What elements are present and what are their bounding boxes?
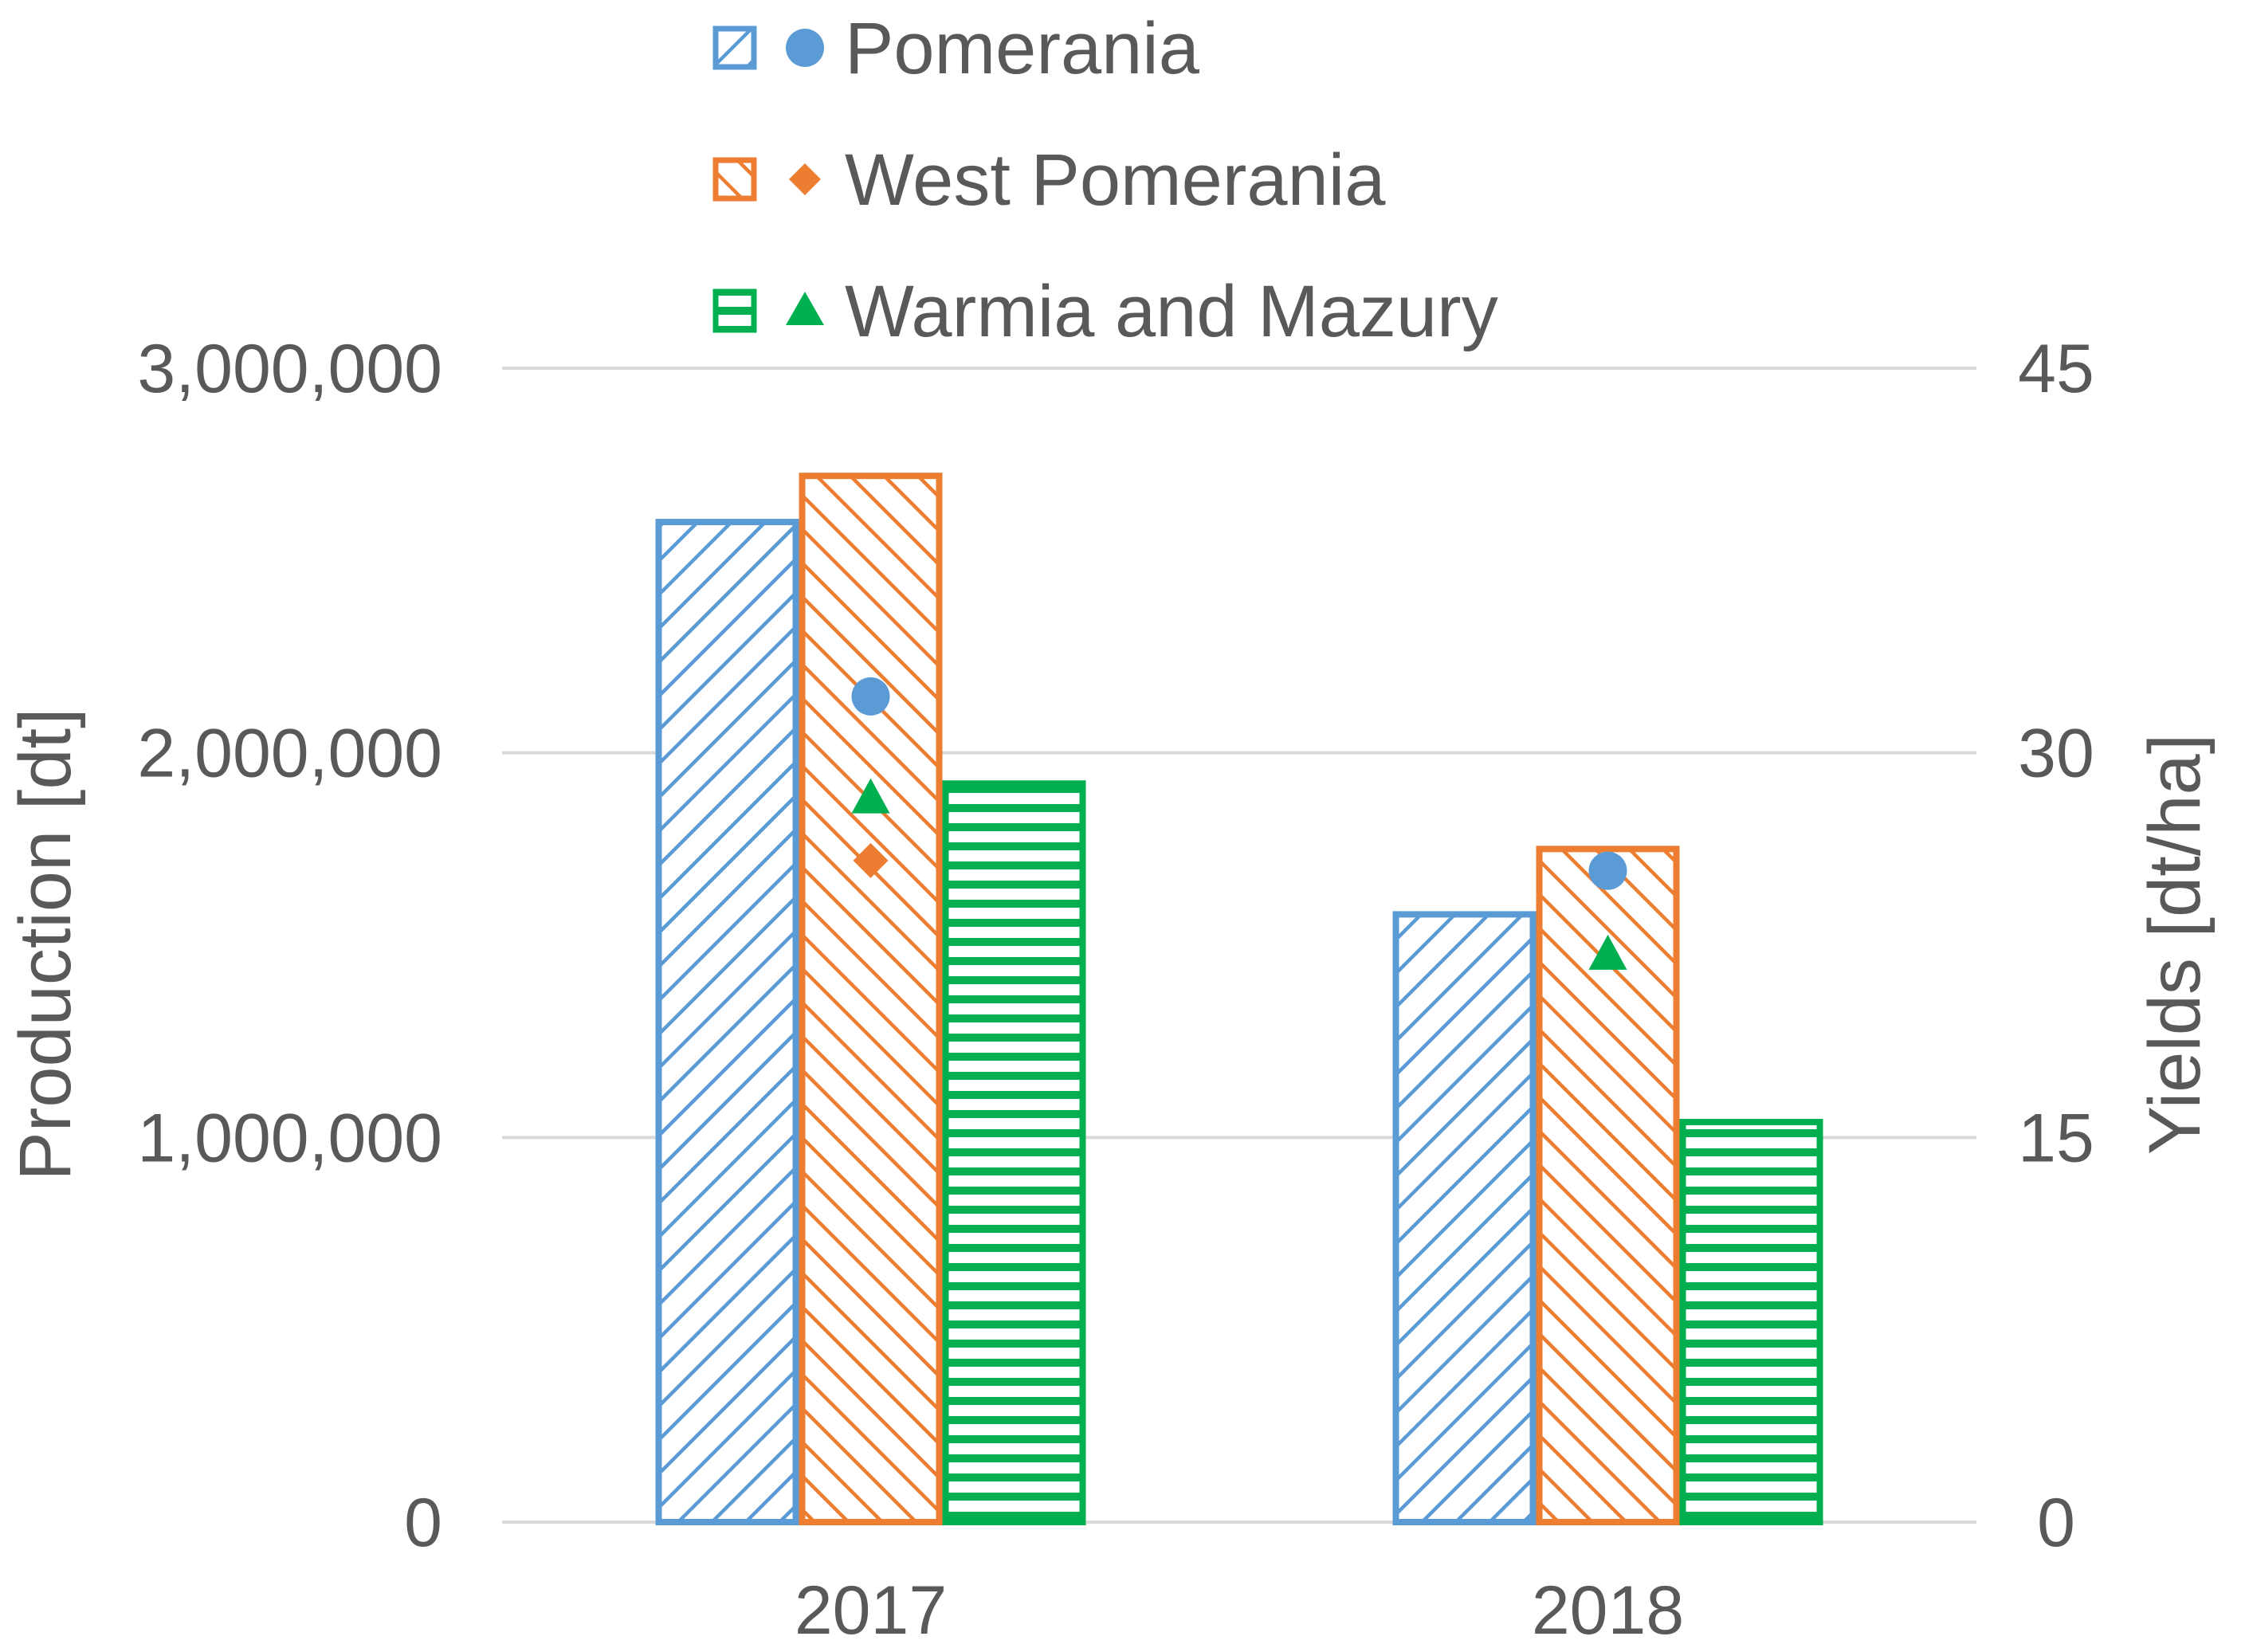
legend-swatch — [712, 157, 757, 202]
legend-item: West Pomerania — [712, 139, 1386, 221]
category-label: 2018 — [1532, 1572, 1684, 1649]
marker-warmia-and-mazury-2018 — [1588, 934, 1627, 970]
bars — [655, 473, 1823, 1526]
left-tick-label: 0 — [404, 1485, 442, 1561]
right-axis-ticks: 0 15 30 45 — [2018, 331, 2094, 1561]
legend-swatch — [712, 26, 757, 70]
legend-swatch — [712, 288, 757, 333]
bar-pomerania-2018 — [1392, 911, 1537, 1526]
legend-item: Warmia and Mazury — [712, 271, 1498, 352]
legend-marker — [786, 292, 824, 325]
legend-label: Warmia and Mazury — [845, 271, 1498, 352]
right-tick-label: 45 — [2018, 331, 2094, 407]
bar-pomerania-2017 — [655, 519, 799, 1525]
left-tick-label: 2,000,000 — [137, 716, 442, 792]
bar-warmia-and-mazury-2018 — [1679, 1119, 1823, 1525]
category-label: 2017 — [795, 1572, 947, 1649]
legend-label: Pomerania — [845, 8, 1200, 89]
legend-marker — [786, 29, 824, 67]
left-tick-label: 1,000,000 — [137, 1100, 442, 1176]
left-axis-ticks: 0 1,000,000 2,000,000 3,000,000 — [137, 331, 442, 1561]
bar-west-pomerania-2017 — [799, 473, 943, 1526]
legend: Pomerania West Pomerania Warmia and Mazury — [712, 8, 1498, 352]
legend-label: West Pomerania — [845, 139, 1386, 221]
right-tick-label: 0 — [2037, 1485, 2075, 1561]
marker-pomerania-2017 — [851, 677, 890, 716]
legend-marker — [789, 163, 821, 195]
yield-markers — [851, 677, 1627, 970]
marker-west-pomerania-2017 — [853, 842, 889, 878]
right-axis-title: Yields [dt/ha] — [2134, 734, 2216, 1155]
left-tick-label: 3,000,000 — [137, 331, 442, 407]
legend-item: Pomerania — [712, 8, 1200, 89]
right-tick-label: 15 — [2018, 1100, 2094, 1176]
bar-warmia-and-mazury-2017 — [942, 780, 1086, 1525]
marker-warmia-and-mazury-2017 — [851, 778, 890, 814]
category-labels: 2017 2018 — [795, 1572, 1684, 1649]
marker-pomerania-2018 — [1588, 851, 1627, 890]
left-axis-title: Production [dt] — [5, 708, 86, 1180]
right-tick-label: 30 — [2018, 716, 2094, 792]
